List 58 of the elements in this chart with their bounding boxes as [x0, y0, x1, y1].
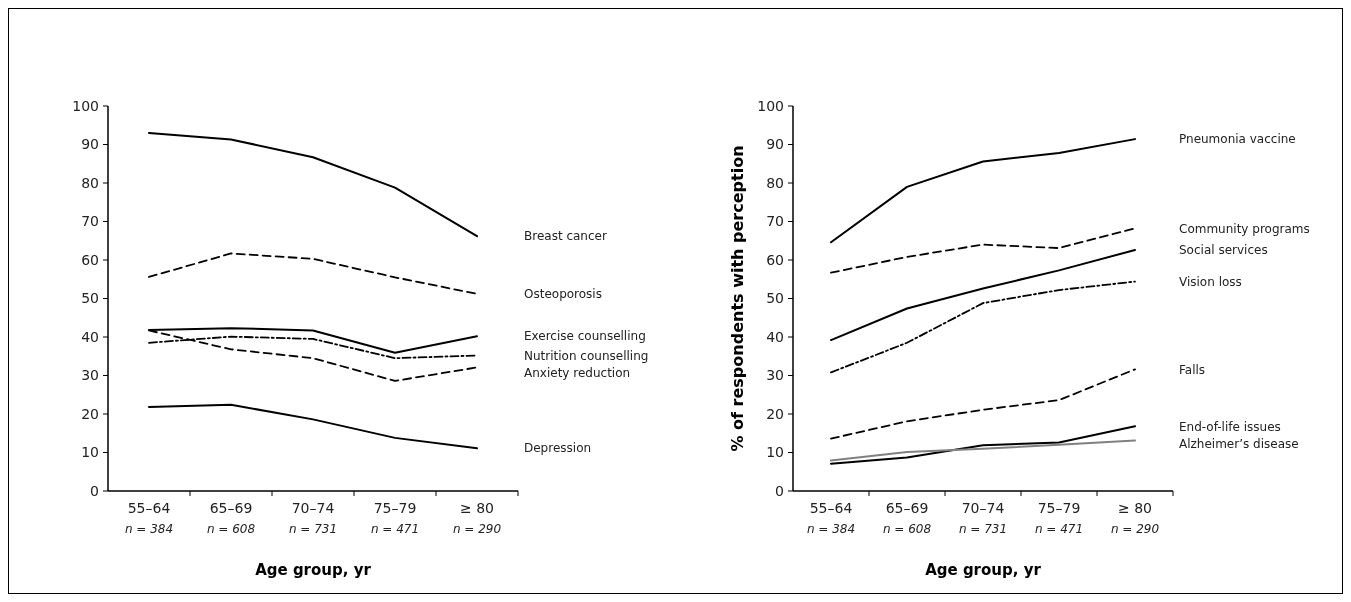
line-series: [830, 368, 1136, 440]
x-tick-label: 75–79 n = 471: [370, 500, 420, 536]
text: Social services: [1179, 243, 1268, 258]
line-series: [830, 439, 1136, 462]
y-tick-label: 20: [766, 405, 784, 422]
line-series: [830, 138, 1136, 244]
text: Pneumonia vaccine: [1179, 132, 1296, 147]
text: Anxiety reduction: [524, 365, 631, 380]
x-axis-title: Age group, yr: [255, 561, 372, 579]
text: Exercise counselling: [524, 329, 646, 344]
line-series: [830, 248, 1136, 342]
line-series: [830, 425, 1136, 465]
y-tick-label: 70: [81, 213, 99, 230]
y-tick-label: 80: [766, 174, 784, 191]
x-tick-label: 65–69 n = 608: [206, 500, 256, 536]
y-tick-label: 40: [81, 328, 99, 345]
y-tick-label: 20: [81, 405, 99, 422]
y-axis-title: % of respondents with perception: [728, 145, 747, 452]
y-tick-label: 100: [757, 97, 784, 114]
y-tick-label: 30: [81, 367, 99, 384]
x-tick-label: 55–64 n = 384: [124, 500, 174, 536]
line-series: [148, 131, 478, 238]
x-tick-label: 70–74 n = 731: [958, 500, 1008, 536]
x-axis-title: Age group, yr: [925, 561, 1042, 579]
y-tick-label: 0: [775, 482, 784, 499]
text: Depression: [524, 441, 592, 456]
y-tick-label: 60: [81, 251, 99, 268]
x-tick-label: 55–64 n = 384: [806, 500, 856, 536]
text: Nutrition counselling: [524, 348, 649, 363]
y-tick-label: 100: [72, 97, 99, 114]
y-tick-label: 60: [766, 251, 784, 268]
x-tick-label: ≥ 80 n = 290: [1110, 500, 1160, 536]
y-tick-label: 70: [766, 213, 784, 230]
y-tick-label: 90: [81, 136, 99, 153]
line-series: [148, 403, 478, 450]
line-series: [148, 252, 478, 295]
text: Community programs: [1179, 221, 1310, 236]
y-tick-label: 80: [81, 174, 99, 191]
y-tick-label: 90: [766, 136, 784, 153]
y-tick-label: 0: [90, 482, 99, 499]
x-tick-label: 65–69 n = 608: [882, 500, 932, 536]
text: Alzheimer’s disease: [1179, 436, 1299, 451]
y-tick-label: 50: [766, 290, 784, 307]
y-tick-label: 30: [766, 367, 784, 384]
line-series: [830, 227, 1136, 274]
x-tick-label: 75–79 n = 471: [1034, 500, 1084, 536]
y-tick-label: 10: [81, 444, 99, 461]
text: Osteoporosis: [524, 287, 602, 302]
text: End-of-life issues: [1179, 419, 1281, 434]
x-tick-label: ≥ 80 n = 290: [452, 500, 502, 536]
text: Vision loss: [1179, 274, 1242, 289]
line-series: [830, 280, 1136, 374]
text: Breast cancer: [524, 229, 607, 244]
y-tick-label: 10: [766, 444, 784, 461]
y-tick-label: 40: [766, 328, 784, 345]
x-tick-label: 70–74 n = 731: [288, 500, 338, 536]
text: Falls: [1179, 362, 1206, 377]
y-tick-label: 50: [81, 290, 99, 307]
